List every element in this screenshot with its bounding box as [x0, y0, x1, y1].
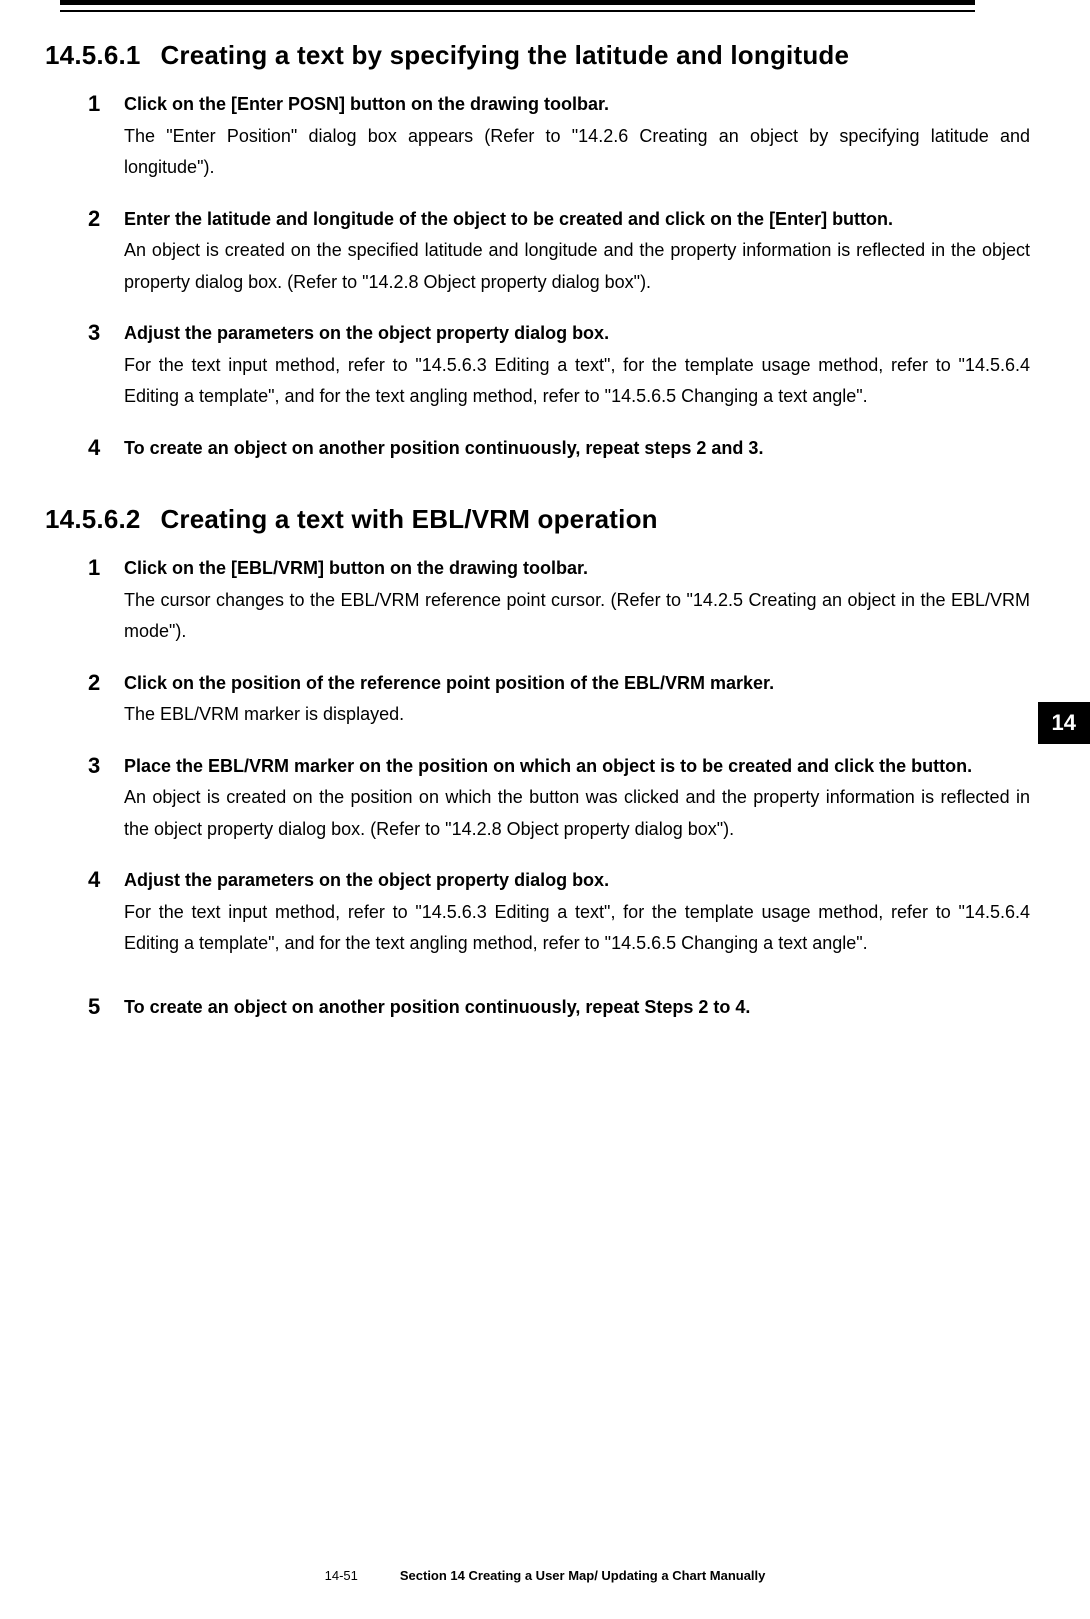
- step-desc: An object is created on the position on …: [124, 782, 1030, 845]
- step-body: To create an object on another position …: [124, 992, 1030, 1024]
- section1-title: Creating a text by specifying the latitu…: [160, 40, 849, 70]
- section1-steps: 1 Click on the [Enter POSN] button on th…: [88, 89, 1030, 464]
- list-item: 3 Place the EBL/VRM marker on the positi…: [88, 751, 1030, 846]
- page-footer: 14-51 Section 14 Creating a User Map/ Up…: [0, 1568, 1090, 1583]
- section2-heading: 14.5.6.2 Creating a text with EBL/VRM op…: [45, 504, 1030, 535]
- step-body: Click on the position of the reference p…: [124, 668, 1030, 731]
- step-desc: The cursor changes to the EBL/VRM refere…: [124, 585, 1030, 648]
- step-bold: Adjust the parameters on the object prop…: [124, 318, 1030, 350]
- step-body: Adjust the parameters on the object prop…: [124, 865, 1030, 960]
- list-item: 1 Click on the [Enter POSN] button on th…: [88, 89, 1030, 184]
- list-item: 2 Click on the position of the reference…: [88, 668, 1030, 731]
- step-body: Click on the [EBL/VRM] button on the dra…: [124, 553, 1030, 648]
- list-item: 4 Adjust the parameters on the object pr…: [88, 865, 1030, 960]
- step-number: 2: [88, 668, 124, 731]
- step-desc: The EBL/VRM marker is displayed.: [124, 699, 1030, 731]
- step-number: 4: [88, 433, 124, 465]
- step-body: Click on the [Enter POSN] button on the …: [124, 89, 1030, 184]
- step-number: 4: [88, 865, 124, 960]
- list-item: 3 Adjust the parameters on the object pr…: [88, 318, 1030, 413]
- section2-steps: 1 Click on the [EBL/VRM] button on the d…: [88, 553, 1030, 1023]
- rule-thick: [60, 0, 975, 5]
- step-desc: For the text input method, refer to "14.…: [124, 897, 1030, 960]
- step-body: To create an object on another position …: [124, 433, 1030, 465]
- list-item: 4 To create an object on another positio…: [88, 433, 1030, 465]
- step-number: 1: [88, 553, 124, 648]
- step-body: Adjust the parameters on the object prop…: [124, 318, 1030, 413]
- section1-number: 14.5.6.1: [45, 40, 153, 71]
- step-number: 5: [88, 992, 124, 1024]
- list-item: 5 To create an object on another positio…: [88, 992, 1030, 1024]
- step-desc: For the text input method, refer to "14.…: [124, 350, 1030, 413]
- section-tab: 14: [1038, 702, 1090, 744]
- step-number: 3: [88, 751, 124, 846]
- step-bold: Enter the latitude and longitude of the …: [124, 204, 1030, 236]
- top-rules: [60, 0, 1030, 12]
- step-number: 3: [88, 318, 124, 413]
- step-bold: Click on the position of the reference p…: [124, 668, 1030, 700]
- step-body: Place the EBL/VRM marker on the position…: [124, 751, 1030, 846]
- step-bold: To create an object on another position …: [124, 433, 1030, 465]
- step-number: 1: [88, 89, 124, 184]
- step-bold: To create an object on another position …: [124, 992, 1030, 1024]
- page-number: 14-51: [325, 1568, 358, 1583]
- step-body: Enter the latitude and longitude of the …: [124, 204, 1030, 299]
- section2-title: Creating a text with EBL/VRM operation: [160, 504, 657, 534]
- section-tab-label: 14: [1052, 710, 1076, 735]
- step-bold: Click on the [Enter POSN] button on the …: [124, 89, 1030, 121]
- step-bold: Place the EBL/VRM marker on the position…: [124, 751, 1030, 783]
- step-bold: Adjust the parameters on the object prop…: [124, 865, 1030, 897]
- footer-section-title: Section 14 Creating a User Map/ Updating…: [400, 1568, 766, 1583]
- rule-thin: [60, 10, 975, 12]
- step-bold: Click on the [EBL/VRM] button on the dra…: [124, 553, 1030, 585]
- step-number: 2: [88, 204, 124, 299]
- step-desc: The "Enter Position" dialog box appears …: [124, 121, 1030, 184]
- list-item: 1 Click on the [EBL/VRM] button on the d…: [88, 553, 1030, 648]
- section2-number: 14.5.6.2: [45, 504, 153, 535]
- step-desc: An object is created on the specified la…: [124, 235, 1030, 298]
- list-item: 2 Enter the latitude and longitude of th…: [88, 204, 1030, 299]
- section1-heading: 14.5.6.1 Creating a text by specifying t…: [45, 40, 1030, 71]
